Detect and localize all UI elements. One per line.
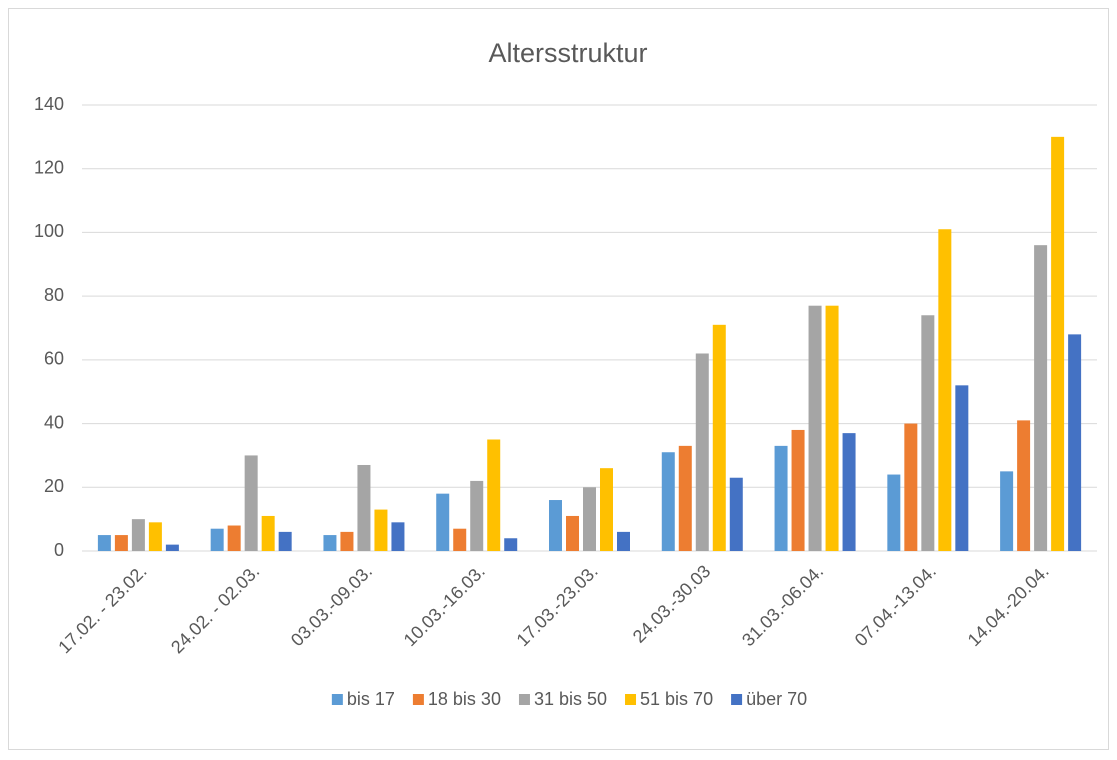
bar: [583, 487, 596, 551]
bar: [374, 509, 388, 551]
bar: [340, 531, 354, 551]
y-tick-label: 40: [44, 412, 64, 432]
bar: [825, 305, 839, 551]
bar: [504, 538, 518, 551]
bar: [227, 525, 241, 551]
legend-swatch: [518, 694, 530, 705]
bar: [678, 445, 692, 551]
legend: bis 17 18 bis 30 31 bis 50 51 bis 70 über 70: [331, 689, 807, 709]
bar: [323, 535, 337, 551]
bar: [278, 531, 292, 551]
bar: [842, 433, 856, 551]
bar: [729, 477, 743, 551]
bar: [114, 535, 128, 551]
bar: [791, 429, 805, 551]
legend-label: bis 17: [347, 689, 395, 709]
legend-label: 51 bis 70: [640, 689, 713, 709]
bar: [955, 385, 969, 551]
y-tick-label: 120: [34, 157, 64, 177]
y-tick-label: 100: [34, 221, 64, 241]
bar: [549, 500, 562, 551]
bar: [938, 229, 952, 551]
bar: [210, 528, 224, 551]
bar: [453, 528, 467, 551]
bar: [1034, 245, 1048, 551]
bar: [487, 439, 501, 551]
bar: [887, 474, 901, 551]
bar: [695, 353, 709, 551]
legend-label: 18 bis 30: [428, 689, 501, 709]
bar: [261, 515, 275, 551]
bar: [921, 315, 935, 551]
legend-label: 31 bis 50: [534, 689, 607, 709]
y-tick-label: 20: [44, 476, 64, 496]
y-tick-label: 0: [54, 540, 64, 560]
bar: [436, 493, 450, 551]
y-tick-label: 140: [34, 94, 64, 114]
bar: [1000, 471, 1014, 551]
bar: [148, 522, 162, 551]
y-tick-label: 60: [44, 349, 64, 369]
bar: [165, 544, 179, 551]
bar: [566, 515, 579, 551]
bar: [244, 455, 258, 551]
bar: [470, 480, 484, 551]
y-tick-label: 80: [44, 285, 64, 305]
bar: [600, 468, 613, 551]
bar: [774, 445, 788, 551]
legend-swatch: [412, 694, 424, 705]
bar: [357, 464, 371, 551]
bar: [1017, 420, 1031, 551]
bar: [661, 452, 675, 551]
bar: [1051, 136, 1065, 551]
bar: [1068, 334, 1082, 551]
legend-label: über 70: [746, 689, 807, 709]
bar: [97, 535, 111, 551]
bar: [712, 324, 726, 551]
chart-title: Altersstruktur: [488, 38, 647, 68]
bar: [131, 519, 145, 551]
legend-swatch: [331, 694, 343, 705]
bar: [391, 522, 405, 551]
legend-swatch: [731, 694, 743, 705]
bar: [617, 531, 630, 551]
bar: [808, 305, 822, 551]
legend-swatch: [625, 694, 637, 705]
bar: [904, 423, 918, 551]
